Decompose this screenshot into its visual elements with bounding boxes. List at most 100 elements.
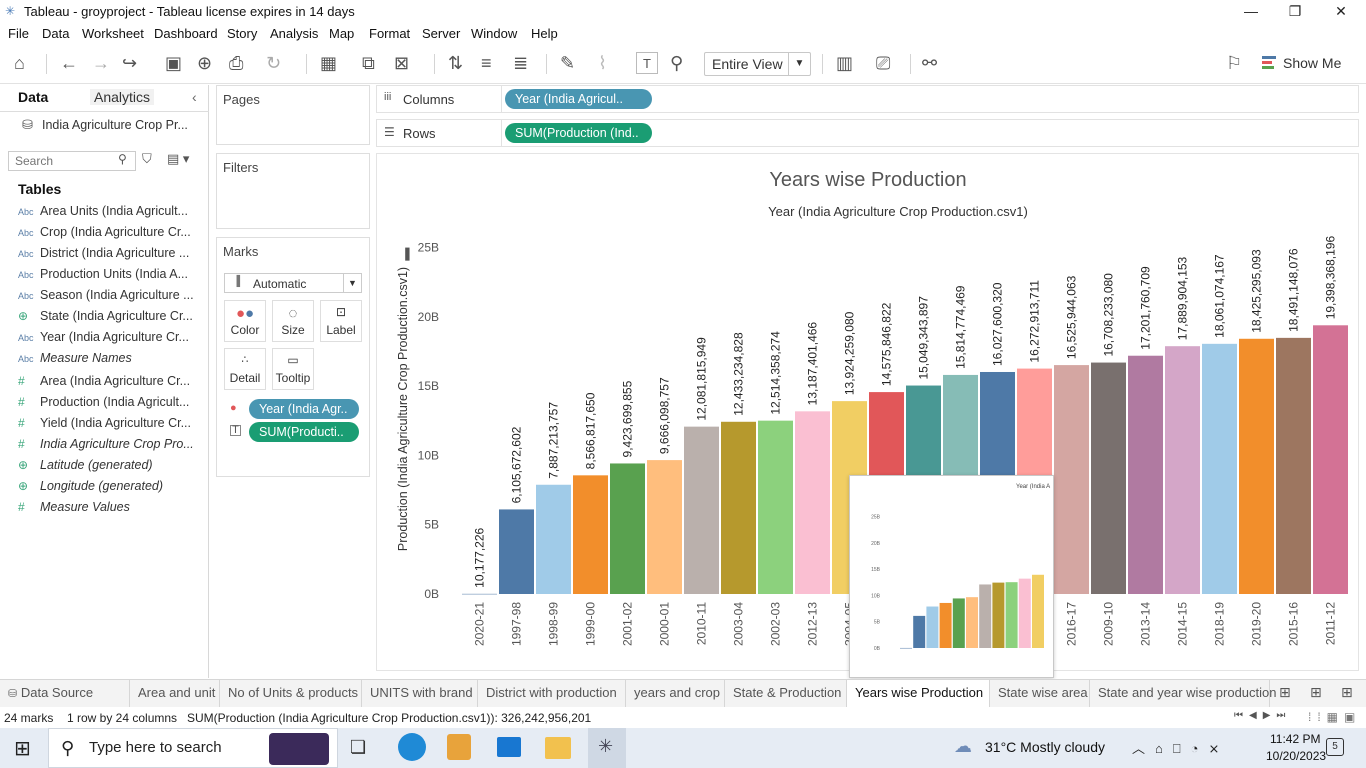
new-worksheet-icon[interactable]: ⊞ bbox=[1279, 684, 1291, 700]
tab-sheet[interactable]: years and crop bbox=[626, 680, 725, 707]
windows-start-icon[interactable]: ⊞ bbox=[14, 738, 31, 760]
edge-icon[interactable] bbox=[398, 733, 426, 761]
field-item[interactable]: # Measure Values bbox=[18, 500, 130, 514]
menu-worksheet[interactable]: Worksheet bbox=[82, 26, 144, 41]
field-item[interactable]: ⊕ Longitude (generated) bbox=[18, 479, 163, 493]
menu-dashboard[interactable]: Dashboard bbox=[154, 26, 218, 41]
chart-canvas[interactable]: Years wise Production Year (India Agricul… bbox=[376, 153, 1359, 678]
refresh-icon[interactable]: ↻ bbox=[266, 53, 282, 73]
field-item[interactable]: # Area (India Agriculture Cr... bbox=[18, 374, 190, 388]
minimize-button[interactable]: — bbox=[1244, 3, 1258, 19]
duplicate-icon[interactable]: ⧉ bbox=[362, 53, 375, 73]
format-painter-icon[interactable]: ⚐ bbox=[1226, 53, 1243, 73]
tab-sheet[interactable]: State & Production bbox=[725, 680, 847, 707]
menu-server[interactable]: Server bbox=[422, 26, 461, 41]
clear-sheet-icon[interactable]: ⊠ bbox=[394, 53, 410, 73]
tab-years-wise-production[interactable]: Years wise Production bbox=[847, 680, 990, 707]
clock-date[interactable]: 10/20/2023 bbox=[1266, 749, 1327, 763]
presentation-icon[interactable]: ⎚ bbox=[876, 53, 891, 73]
new-datasource-icon[interactable]: ⊕ bbox=[197, 53, 213, 73]
new-story-icon[interactable]: ⊞ bbox=[1341, 684, 1353, 700]
field-item[interactable]: Abc Season (India Agriculture ... bbox=[18, 288, 194, 302]
store-icon[interactable] bbox=[447, 734, 471, 760]
extract-icon[interactable]: ⎙ bbox=[229, 53, 244, 73]
tableau-taskbar-button[interactable]: ✳ bbox=[588, 728, 626, 768]
rows-pill-production[interactable]: SUM(Production (Ind.. bbox=[505, 123, 652, 143]
save-icon[interactable]: ▣ bbox=[165, 53, 183, 73]
view-mode-icon[interactable]: ⁞⁞▦▣ bbox=[1308, 710, 1362, 724]
tab-sheet[interactable]: No of Units & products bbox=[220, 680, 362, 707]
tab-sheet[interactable]: State wise area bbox=[990, 680, 1090, 707]
highlight-icon[interactable]: ✎ bbox=[560, 53, 576, 73]
field-item[interactable]: Abc Measure Names bbox=[18, 351, 132, 365]
field-item[interactable]: Abc Year (India Agriculture Cr... bbox=[18, 330, 189, 344]
taskbar-search[interactable]: ⚲ Type here to search bbox=[48, 728, 338, 768]
show-cards-icon[interactable]: ▥ bbox=[836, 53, 854, 73]
home-icon[interactable]: ⌂ bbox=[14, 53, 25, 73]
task-view-icon[interactable]: ❏ bbox=[350, 737, 367, 757]
field-item[interactable]: Abc District (India Agriculture ... bbox=[18, 246, 189, 260]
sort-asc-icon[interactable]: ≡ bbox=[481, 53, 492, 73]
menu-story[interactable]: Story bbox=[227, 26, 258, 41]
datasource-name[interactable]: India Agriculture Crop Pr... bbox=[42, 118, 188, 132]
new-dashboard-icon[interactable]: ⊞ bbox=[1310, 684, 1322, 700]
menu-format[interactable]: Format bbox=[369, 26, 411, 41]
filter-icon[interactable]: ⛉ bbox=[142, 151, 152, 166]
menu-help[interactable]: Help bbox=[531, 26, 558, 41]
sheet-nav-icon[interactable]: ⏮◀▶⏭ bbox=[1234, 710, 1292, 721]
show-me-button[interactable]: Show Me bbox=[1283, 55, 1342, 71]
size-button[interactable]: ◌ Size bbox=[272, 300, 314, 342]
mark-pill-year[interactable]: Year (India Agr.. bbox=[249, 399, 359, 419]
menu-analysis[interactable]: Analysis bbox=[270, 26, 319, 41]
weather-text[interactable]: 31°C Mostly cloudy bbox=[985, 739, 1105, 755]
new-worksheet-icon[interactable]: ▦ bbox=[320, 53, 338, 73]
field-item[interactable]: Abc Area Units (India Agricult... bbox=[18, 204, 188, 218]
field-item[interactable]: # India Agriculture Crop Pro... bbox=[18, 437, 194, 451]
maximize-button[interactable]: ❐ bbox=[1288, 3, 1302, 19]
notification-badge[interactable]: 5 bbox=[1326, 738, 1344, 756]
field-item[interactable]: Abc Production Units (India A... bbox=[18, 267, 188, 281]
show-labels-icon[interactable]: T bbox=[636, 52, 658, 74]
tab-sheet[interactable]: State and year wise production bbox=[1090, 680, 1277, 707]
system-tray-icons[interactable]: ︿⌂⎕◔⨯ bbox=[1132, 741, 1230, 756]
menu-window[interactable]: Window bbox=[471, 26, 518, 41]
tab-data[interactable]: Data bbox=[18, 89, 49, 105]
tooltip-button[interactable]: ▭ Tooltip bbox=[272, 348, 314, 390]
field-item[interactable]: ⊕ Latitude (generated) bbox=[18, 458, 153, 472]
field-item[interactable]: ⊕ State (India Agriculture Cr... bbox=[18, 309, 193, 323]
sort-desc-icon[interactable]: ≣ bbox=[513, 53, 529, 73]
mark-pill-production[interactable]: SUM(Producti.. bbox=[249, 422, 359, 442]
search-input[interactable] bbox=[8, 151, 136, 171]
field-item[interactable]: Abc Crop (India Agriculture Cr... bbox=[18, 225, 191, 239]
label-button[interactable]: ⊡ Label bbox=[320, 300, 362, 342]
file-explorer-icon[interactable] bbox=[545, 737, 571, 759]
rows-shelf[interactable]: ☰ Rows SUM(Production (Ind.. bbox=[376, 119, 1359, 147]
mail-icon[interactable] bbox=[497, 737, 521, 757]
tab-analytics[interactable]: Analytics bbox=[90, 89, 155, 105]
tab-sheet[interactable]: District with production bbox=[478, 680, 626, 707]
replay-icon[interactable]: ↪ bbox=[122, 53, 138, 73]
columns-shelf[interactable]: iii Columns Year (India Agricul.. bbox=[376, 85, 1359, 113]
fit-dropdown[interactable]: Entire View ▼ bbox=[704, 52, 811, 76]
color-button[interactable]: ●● Color bbox=[224, 300, 266, 342]
collapse-pane-icon[interactable]: ‹ bbox=[192, 89, 197, 105]
view-options-icon[interactable]: ▤ ▾ bbox=[167, 151, 190, 166]
mark-type-dropdown[interactable]: ▐ Automatic ▼ bbox=[224, 273, 362, 293]
filters-card[interactable]: Filters bbox=[216, 153, 370, 229]
tab-sheet[interactable]: Area and unit bbox=[130, 680, 220, 707]
redo-icon[interactable]: → bbox=[92, 53, 110, 73]
tab-sheet[interactable]: UNITS with brand bbox=[362, 680, 478, 707]
field-item[interactable]: # Yield (India Agriculture Cr... bbox=[18, 416, 191, 430]
attach-icon[interactable]: ⌇ bbox=[598, 53, 607, 73]
undo-icon[interactable]: ← bbox=[60, 53, 78, 73]
pages-card[interactable]: Pages bbox=[216, 85, 370, 145]
close-button[interactable]: ✕ bbox=[1335, 3, 1347, 19]
share-icon[interactable]: ⚯ bbox=[922, 53, 938, 73]
menu-data[interactable]: Data bbox=[42, 26, 70, 41]
field-item[interactable]: # Production (India Agricult... bbox=[18, 395, 189, 409]
columns-pill-year[interactable]: Year (India Agricul.. bbox=[505, 89, 652, 109]
detail-button[interactable]: ∴ Detail bbox=[224, 348, 266, 390]
swap-icon[interactable]: ⇅ bbox=[448, 53, 464, 73]
menu-map[interactable]: Map bbox=[329, 26, 355, 41]
tab-data-source[interactable]: ⛁ Data Source bbox=[0, 680, 130, 707]
